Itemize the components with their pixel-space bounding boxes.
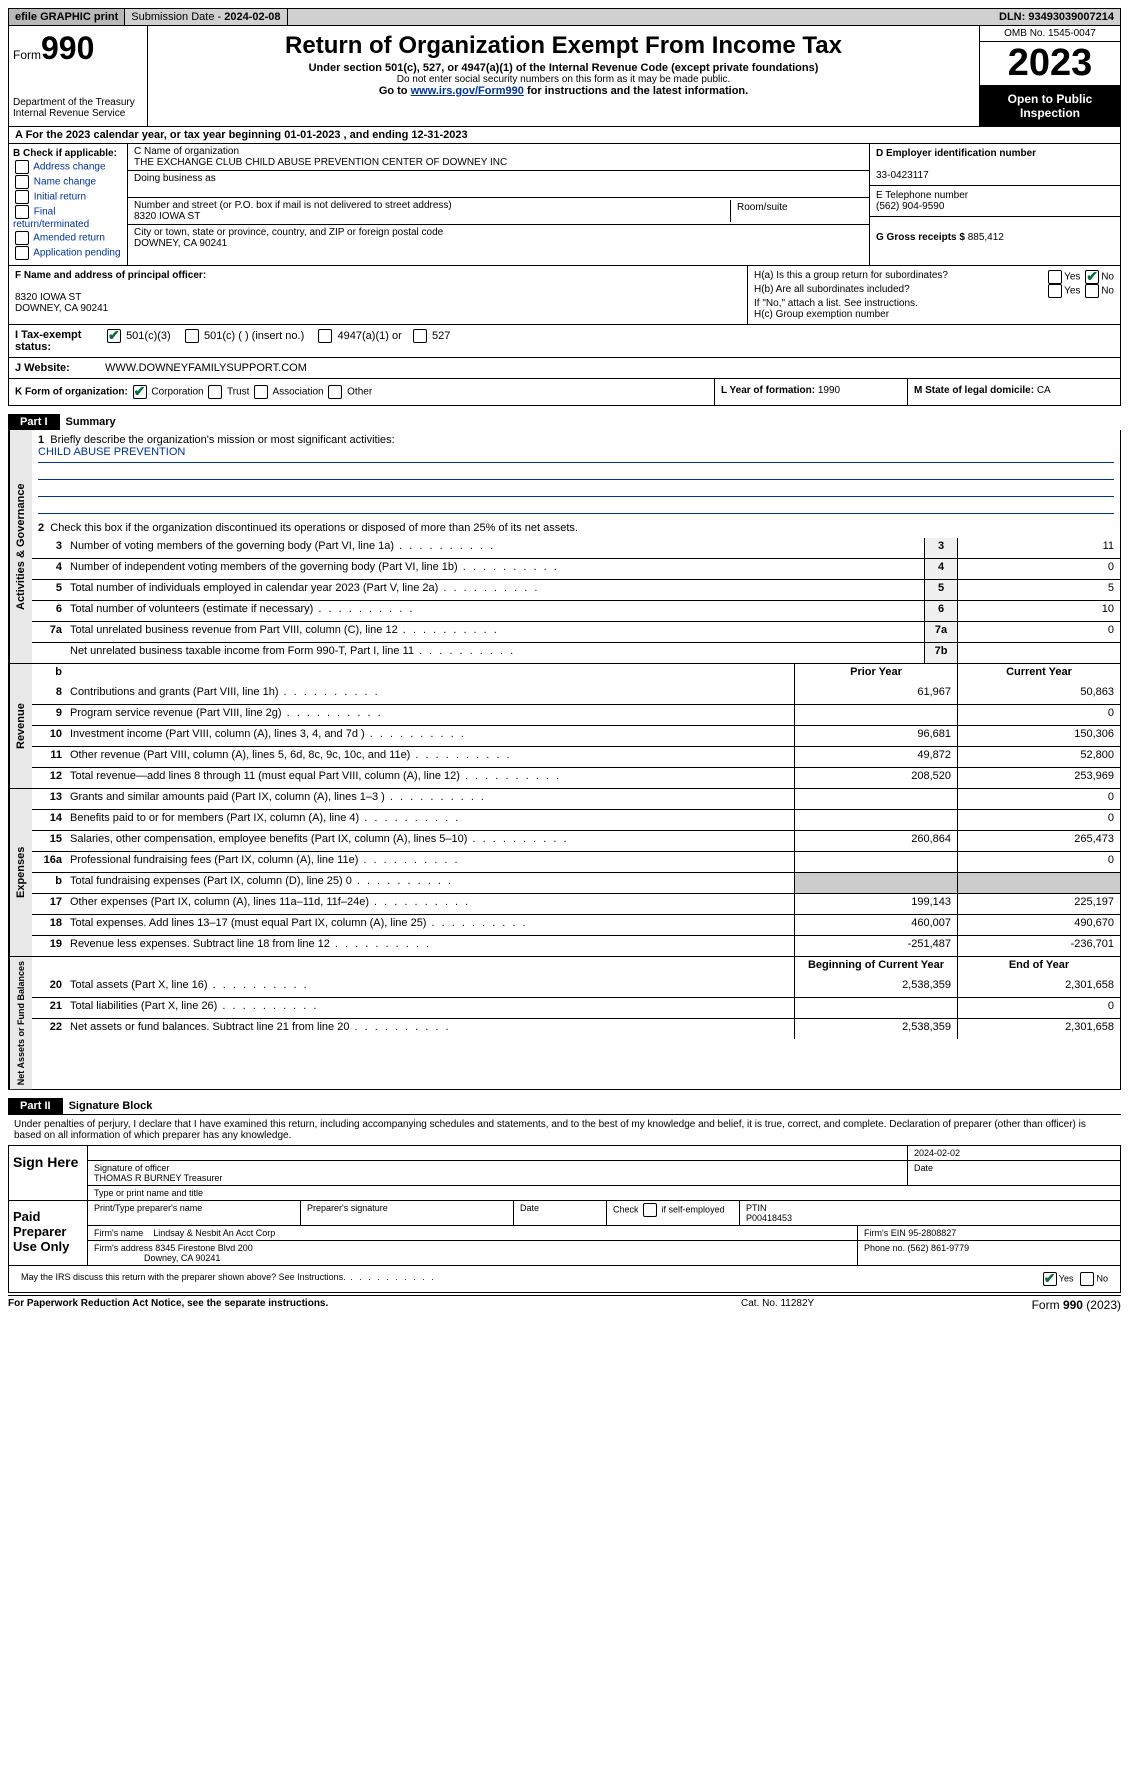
- sign-block: Sign Here 2024-02-02 Signature of office…: [8, 1145, 1121, 1293]
- line-18: 18Total expenses. Add lines 13–17 (must …: [32, 914, 1120, 935]
- line-22: 22Net assets or fund balances. Subtract …: [32, 1018, 1120, 1039]
- ssn-note: Do not enter social security numbers on …: [152, 74, 975, 85]
- line-21: 21Total liabilities (Part X, line 26) 0: [32, 997, 1120, 1018]
- chk-discuss-no[interactable]: [1080, 1272, 1094, 1286]
- chk-final[interactable]: Final return/terminated: [13, 205, 123, 230]
- row-a: A For the 2023 calendar year, or tax yea…: [8, 127, 1121, 144]
- row-j: J Website: WWW.DOWNEYFAMILYSUPPORT.COM: [8, 358, 1121, 379]
- part2-header: Part IISignature Block: [8, 1090, 1121, 1114]
- net-section: Net Assets or Fund Balances Beginning of…: [8, 957, 1121, 1090]
- line-8: 8Contributions and grants (Part VIII, li…: [32, 684, 1120, 704]
- line-b: bTotal fundraising expenses (Part IX, co…: [32, 872, 1120, 893]
- ein-cell: D Employer identification number 33-0423…: [870, 144, 1120, 186]
- chk-527[interactable]: [413, 329, 427, 343]
- col-b-label: B Check if applicable:: [13, 148, 117, 159]
- line-9: 9Program service revenue (Part VIII, lin…: [32, 704, 1120, 725]
- line-20: 20Total assets (Part X, line 16) 2,538,3…: [32, 977, 1120, 997]
- addr-cell: Number and street (or P.O. box if mail i…: [128, 198, 869, 225]
- chk-discuss-yes[interactable]: [1043, 1272, 1057, 1286]
- col-b: B Check if applicable: Address change Na…: [9, 144, 128, 265]
- form-header: Form990 Department of the Treasury Inter…: [8, 26, 1121, 127]
- chk-initial[interactable]: Initial return: [13, 190, 123, 204]
- mission-text: CHILD ABUSE PREVENTION: [38, 446, 1114, 463]
- top-bar: efile GRAPHIC print Submission Date - 20…: [8, 8, 1121, 26]
- line-12: 12Total revenue—add lines 8 through 11 (…: [32, 767, 1120, 788]
- page-footer: For Paperwork Reduction Act Notice, see …: [8, 1295, 1121, 1312]
- line-14: 14Benefits paid to or for members (Part …: [32, 809, 1120, 830]
- line-10: 10Investment income (Part VIII, column (…: [32, 725, 1120, 746]
- rev-section: Revenue bPrior YearCurrent Year 8Contrib…: [8, 664, 1121, 789]
- row-klm: K Form of organization: Corporation Trus…: [8, 379, 1121, 406]
- row-f: F Name and address of principal officer:…: [9, 266, 747, 324]
- org-name-cell: C Name of organization THE EXCHANGE CLUB…: [128, 144, 869, 171]
- penalty-text: Under penalties of perjury, I declare th…: [8, 1114, 1121, 1145]
- line-11: 11Other revenue (Part VIII, column (A), …: [32, 746, 1120, 767]
- col-d: D Employer identification number 33-0423…: [869, 144, 1120, 265]
- efile-label[interactable]: efile GRAPHIC print: [9, 9, 125, 25]
- dln: DLN: 93493039007214: [993, 9, 1120, 25]
- form-number: Form990: [13, 30, 143, 67]
- irs-link[interactable]: www.irs.gov/Form990: [411, 85, 524, 97]
- line-16a: 16aProfessional fundraising fees (Part I…: [32, 851, 1120, 872]
- line-7a: 7aTotal unrelated business revenue from …: [32, 621, 1120, 642]
- chk-other[interactable]: [328, 385, 342, 399]
- line-3: 3Number of voting members of the governi…: [32, 538, 1120, 558]
- line-4: 4Number of independent voting members of…: [32, 558, 1120, 579]
- omb-number: OMB No. 1545-0047: [980, 26, 1120, 42]
- receipts-cell: G Gross receipts $ 885,412: [870, 217, 1120, 247]
- chk-amended[interactable]: Amended return: [13, 231, 123, 245]
- row-i: I Tax-exempt status: 501(c)(3) 501(c) ( …: [8, 325, 1121, 358]
- line-15: 15Salaries, other compensation, employee…: [32, 830, 1120, 851]
- city-cell: City or town, state or province, country…: [128, 225, 869, 251]
- chk-501c[interactable]: [185, 329, 199, 343]
- chk-corp[interactable]: [133, 385, 147, 399]
- row-h: H(a) Is this a group return for subordin…: [747, 266, 1120, 324]
- phone-cell: E Telephone number (562) 904-9590: [870, 186, 1120, 217]
- col-c: C Name of organization THE EXCHANGE CLUB…: [128, 144, 869, 265]
- chk-501c3[interactable]: [107, 329, 121, 343]
- chk-address[interactable]: Address change: [13, 160, 123, 174]
- form-subtitle: Under section 501(c), 527, or 4947(a)(1)…: [152, 62, 975, 74]
- tax-year: 2023: [980, 42, 1120, 86]
- line-7b: Net unrelated business taxable income fr…: [32, 642, 1120, 663]
- chk-pending[interactable]: Application pending: [13, 246, 123, 260]
- line-6: 6Total number of volunteers (estimate if…: [32, 600, 1120, 621]
- line-19: 19Revenue less expenses. Subtract line 1…: [32, 935, 1120, 956]
- dba-cell: Doing business as: [128, 171, 869, 198]
- section-bcd: B Check if applicable: Address change Na…: [8, 144, 1121, 266]
- chk-4947[interactable]: [318, 329, 332, 343]
- goto-line: Go to www.irs.gov/Form990 for instructio…: [152, 85, 975, 97]
- form-title: Return of Organization Exempt From Incom…: [152, 32, 975, 60]
- line-17: 17Other expenses (Part IX, column (A), l…: [32, 893, 1120, 914]
- chk-name[interactable]: Name change: [13, 175, 123, 189]
- line-13: 13Grants and similar amounts paid (Part …: [32, 789, 1120, 809]
- gov-section: Activities & Governance 1 Briefly descri…: [8, 430, 1121, 664]
- exp-section: Expenses 13Grants and similar amounts pa…: [8, 789, 1121, 957]
- dept-label: Department of the Treasury Internal Reve…: [13, 97, 143, 119]
- row-fh: F Name and address of principal officer:…: [8, 266, 1121, 325]
- public-inspection: Open to Public Inspection: [980, 86, 1120, 126]
- chk-assoc[interactable]: [254, 385, 268, 399]
- chk-trust[interactable]: [208, 385, 222, 399]
- line-5: 5Total number of individuals employed in…: [32, 579, 1120, 600]
- part1-header: Part ISummary: [8, 406, 1121, 430]
- submission-date: Submission Date - 2024-02-08: [125, 9, 287, 25]
